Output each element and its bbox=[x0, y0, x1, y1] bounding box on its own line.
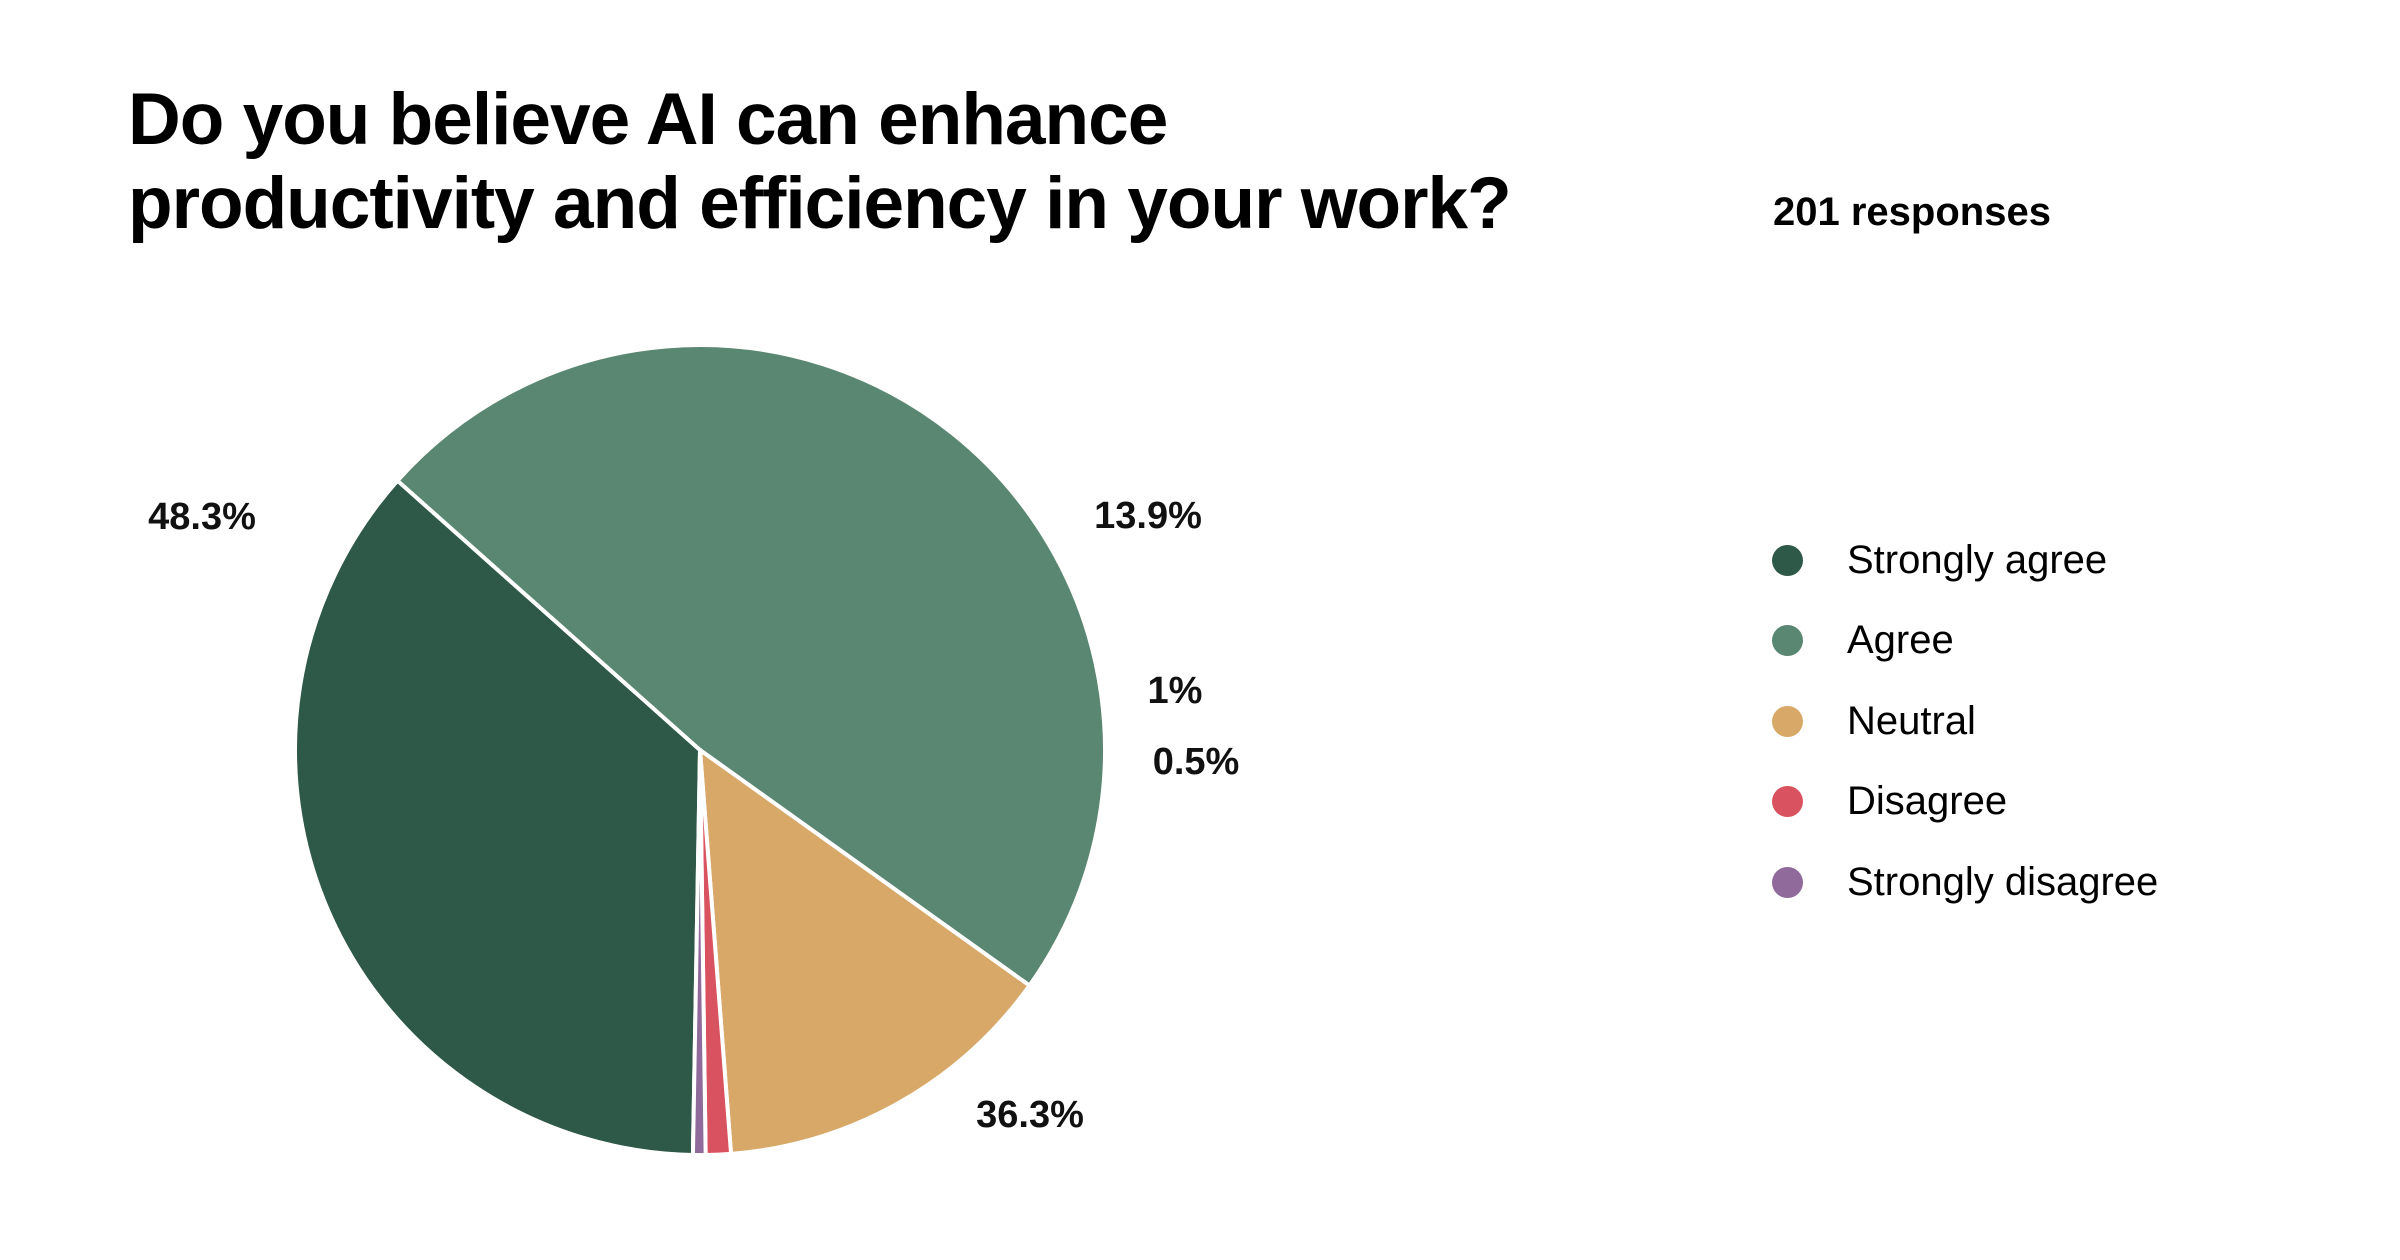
pie-label-agree: 48.3% bbox=[148, 496, 256, 538]
pie-label-strongly-agree: 36.3% bbox=[976, 1094, 1084, 1136]
legend-swatch-icon bbox=[1772, 705, 1803, 737]
legend-item-neutral[interactable]: Neutral bbox=[1772, 681, 2158, 762]
pie-slice-strongly-disagree[interactable] bbox=[690, 748, 708, 1157]
legend-label: Neutral bbox=[1847, 698, 1976, 743]
legend-label: Agree bbox=[1847, 618, 1954, 663]
chart-title-line-2: productivity and efficiency in your work… bbox=[128, 163, 1512, 244]
chart-title: Do you believe AI can enhance productivi… bbox=[128, 78, 1628, 246]
legend-swatch-icon bbox=[1772, 786, 1803, 818]
legend-swatch-icon bbox=[1772, 866, 1803, 898]
legend-item-agree[interactable]: Agree bbox=[1772, 601, 2158, 682]
legend-item-disagree[interactable]: Disagree bbox=[1772, 762, 2158, 843]
legend-swatch-icon bbox=[1772, 544, 1803, 576]
legend-label: Strongly agree bbox=[1847, 537, 2108, 582]
legend-swatch-icon bbox=[1772, 625, 1803, 657]
legend: Strongly agree Agree Neutral Disagree Strong… bbox=[1772, 520, 2158, 923]
pie-label-neutral: 13.9% bbox=[1094, 495, 1202, 537]
pie-slice-neutral[interactable] bbox=[698, 748, 1032, 1156]
pie-slices bbox=[293, 343, 1107, 1157]
pie-slice-agree[interactable] bbox=[395, 343, 1107, 988]
responses-count: 201 responses bbox=[1773, 190, 2051, 234]
legend-label: Disagree bbox=[1847, 779, 2008, 824]
pie-label-disagree: 1% bbox=[1148, 670, 1203, 712]
pie-labels: 36.3% 48.3% 13.9% 1% 0.5% bbox=[148, 495, 1239, 1136]
pie-slice-strongly-agree[interactable] bbox=[293, 478, 702, 1157]
legend-label: Strongly disagree bbox=[1847, 859, 2159, 904]
chart-title-line-1: Do you believe AI can enhance bbox=[128, 79, 1168, 160]
pie-label-strongly-disagree: 0.5% bbox=[1153, 741, 1240, 783]
legend-item-strongly-agree[interactable]: Strongly agree bbox=[1772, 520, 2158, 601]
legend-item-strongly-disagree[interactable]: Strongly disagree bbox=[1772, 842, 2158, 923]
